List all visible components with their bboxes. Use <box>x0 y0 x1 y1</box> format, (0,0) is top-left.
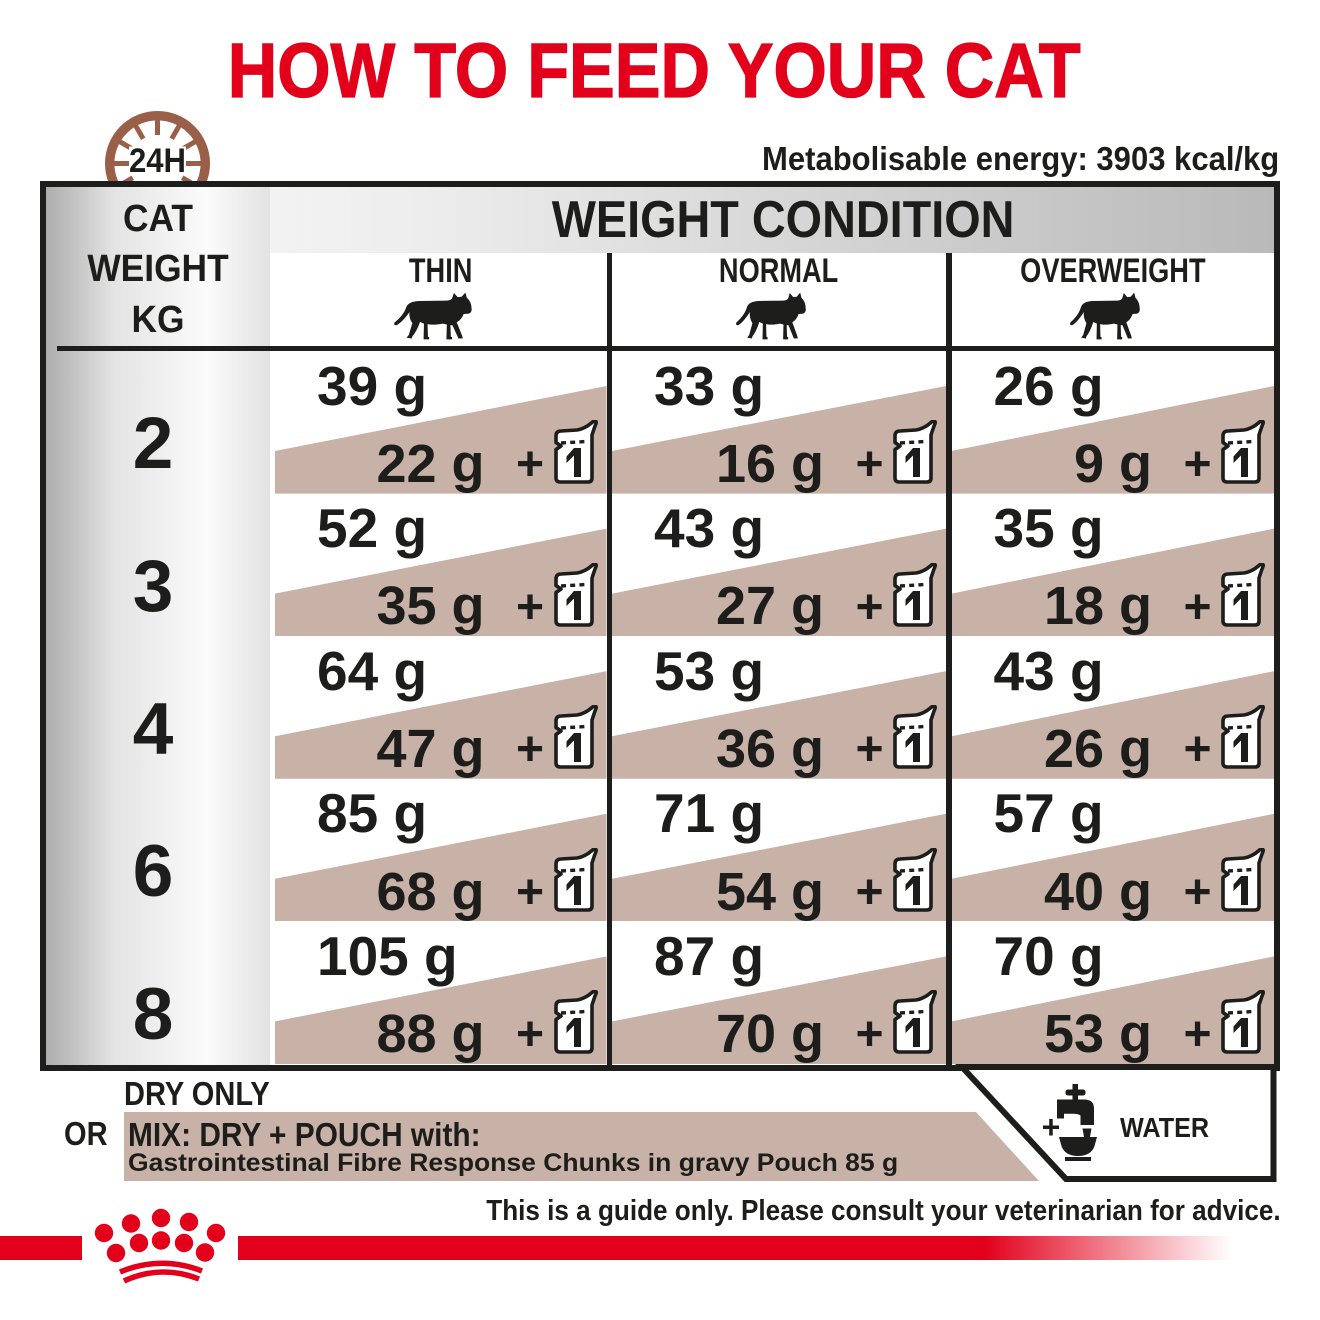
svg-text:24H: 24H <box>129 142 186 180</box>
